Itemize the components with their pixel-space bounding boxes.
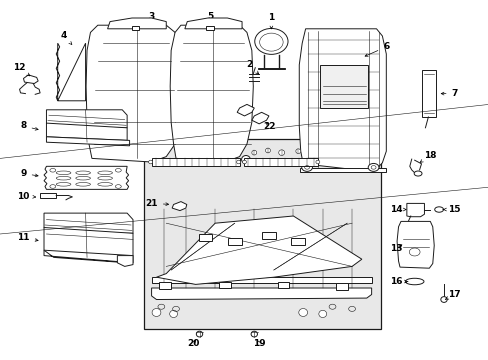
- Text: 16: 16: [389, 277, 407, 286]
- Ellipse shape: [440, 297, 446, 302]
- Polygon shape: [44, 213, 133, 233]
- Text: 2: 2: [246, 60, 258, 74]
- FancyBboxPatch shape: [144, 139, 381, 329]
- Polygon shape: [44, 166, 128, 189]
- Ellipse shape: [413, 171, 421, 176]
- Text: 9: 9: [20, 169, 38, 178]
- Polygon shape: [46, 110, 127, 128]
- Polygon shape: [244, 158, 317, 166]
- Polygon shape: [299, 29, 386, 171]
- Ellipse shape: [56, 171, 71, 175]
- Text: 6: 6: [365, 42, 388, 56]
- Ellipse shape: [242, 160, 246, 164]
- Text: 7: 7: [440, 89, 457, 98]
- Text: 5: 5: [207, 12, 213, 26]
- Polygon shape: [46, 137, 129, 146]
- Polygon shape: [132, 26, 139, 30]
- Ellipse shape: [115, 168, 121, 172]
- Ellipse shape: [98, 183, 112, 186]
- Ellipse shape: [196, 331, 203, 337]
- Text: 12: 12: [13, 63, 30, 76]
- Text: 18: 18: [419, 151, 436, 162]
- Polygon shape: [151, 288, 371, 300]
- Text: 21: 21: [145, 199, 168, 208]
- Ellipse shape: [265, 148, 270, 153]
- Text: 13: 13: [389, 244, 402, 253]
- Ellipse shape: [241, 156, 250, 163]
- Ellipse shape: [298, 309, 307, 316]
- Polygon shape: [151, 158, 239, 166]
- Ellipse shape: [405, 278, 423, 285]
- Polygon shape: [172, 202, 186, 211]
- Polygon shape: [300, 168, 386, 172]
- Polygon shape: [406, 203, 424, 217]
- Polygon shape: [156, 216, 361, 284]
- Ellipse shape: [76, 171, 90, 175]
- Polygon shape: [291, 238, 305, 245]
- Ellipse shape: [115, 185, 121, 188]
- Text: 8: 8: [20, 122, 38, 130]
- Ellipse shape: [318, 310, 326, 318]
- Ellipse shape: [315, 160, 319, 164]
- Ellipse shape: [98, 176, 112, 180]
- Polygon shape: [336, 283, 347, 290]
- Ellipse shape: [367, 163, 378, 171]
- Ellipse shape: [56, 176, 71, 180]
- Polygon shape: [40, 193, 56, 198]
- Polygon shape: [396, 221, 433, 268]
- Polygon shape: [107, 18, 166, 29]
- Ellipse shape: [434, 207, 443, 212]
- Ellipse shape: [56, 183, 71, 186]
- Polygon shape: [237, 104, 254, 116]
- Polygon shape: [86, 25, 181, 162]
- Polygon shape: [251, 112, 268, 124]
- Polygon shape: [44, 250, 133, 263]
- Text: 3: 3: [148, 12, 154, 26]
- Polygon shape: [198, 234, 212, 241]
- Polygon shape: [159, 282, 171, 289]
- Ellipse shape: [152, 309, 161, 316]
- Ellipse shape: [301, 163, 312, 171]
- Ellipse shape: [50, 185, 56, 188]
- Ellipse shape: [98, 171, 112, 175]
- Polygon shape: [56, 43, 85, 101]
- Ellipse shape: [251, 331, 257, 337]
- Text: 20: 20: [186, 339, 199, 348]
- Text: 19: 19: [252, 339, 265, 348]
- Polygon shape: [320, 65, 367, 108]
- Ellipse shape: [295, 149, 300, 153]
- Ellipse shape: [148, 160, 152, 164]
- Polygon shape: [277, 282, 289, 288]
- Ellipse shape: [278, 150, 284, 156]
- Text: 22: 22: [263, 122, 276, 131]
- Polygon shape: [262, 232, 275, 239]
- Polygon shape: [170, 25, 253, 162]
- Ellipse shape: [236, 160, 240, 164]
- Text: 17: 17: [445, 290, 460, 299]
- Text: 15: 15: [442, 205, 460, 214]
- Text: 10: 10: [17, 192, 36, 201]
- Text: 14: 14: [389, 205, 405, 214]
- Polygon shape: [421, 70, 435, 117]
- Polygon shape: [227, 238, 241, 245]
- Polygon shape: [44, 228, 133, 256]
- Polygon shape: [151, 277, 371, 283]
- Text: 4: 4: [60, 31, 72, 45]
- Polygon shape: [184, 18, 242, 29]
- Ellipse shape: [50, 168, 56, 172]
- Polygon shape: [219, 282, 230, 288]
- Polygon shape: [206, 26, 214, 30]
- Polygon shape: [46, 123, 127, 140]
- Polygon shape: [258, 68, 284, 69]
- Polygon shape: [117, 256, 133, 266]
- Ellipse shape: [76, 176, 90, 180]
- Ellipse shape: [169, 310, 177, 318]
- Text: 11: 11: [17, 233, 38, 242]
- Polygon shape: [23, 75, 38, 84]
- Ellipse shape: [254, 28, 287, 54]
- Text: 1: 1: [268, 13, 274, 29]
- Ellipse shape: [251, 150, 256, 155]
- Ellipse shape: [76, 183, 90, 186]
